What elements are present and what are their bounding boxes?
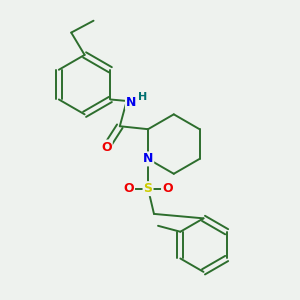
Text: N: N (126, 96, 136, 109)
Text: N: N (143, 152, 153, 165)
Text: H: H (138, 92, 147, 102)
Text: O: O (162, 182, 173, 195)
Text: O: O (101, 140, 112, 154)
Text: S: S (143, 182, 152, 195)
Text: O: O (123, 182, 134, 195)
